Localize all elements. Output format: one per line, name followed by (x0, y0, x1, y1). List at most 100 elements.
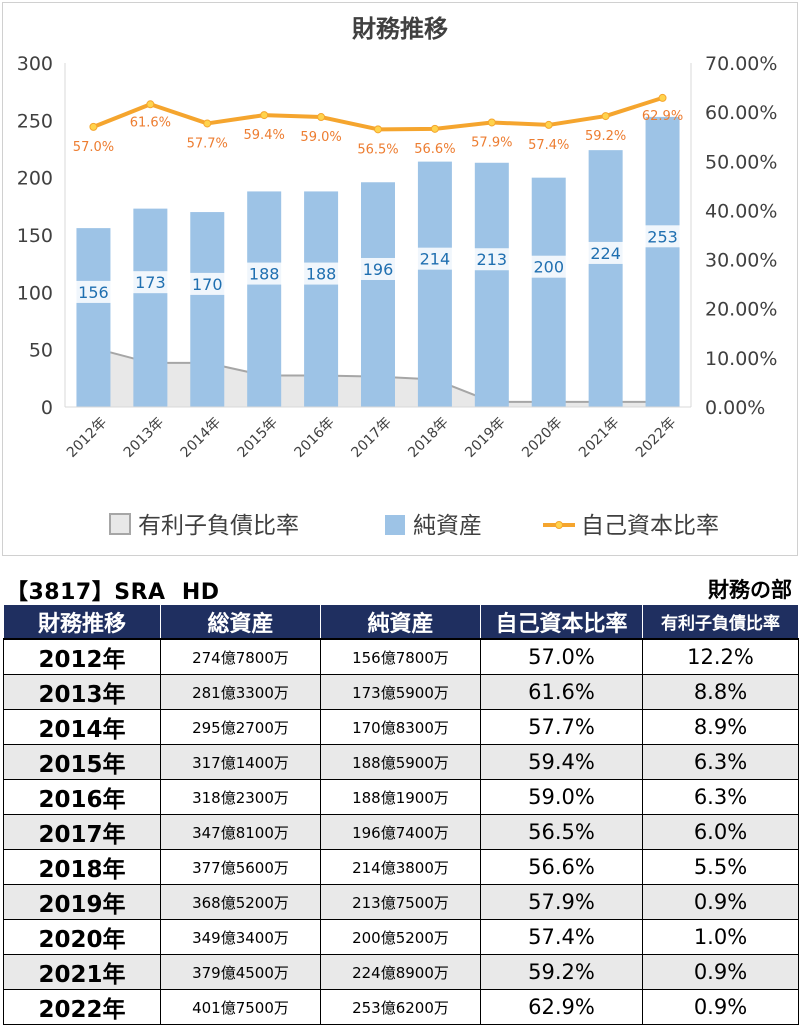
equity-ratio-point (487, 118, 496, 127)
net-assets-data-label: 156 (78, 283, 109, 302)
net-assets-label-bg (585, 241, 626, 264)
row-debt-ratio: 6.0% (642, 814, 799, 850)
equity-ratio-data-label: 57.4% (528, 138, 569, 153)
row-total-assets: 377億5600万 (160, 849, 321, 885)
row-debt-ratio: 5.5% (642, 849, 799, 885)
equity-ratio-point (374, 125, 382, 134)
net-assets-bar (304, 191, 339, 407)
left-axis-tick-label: 150 (17, 225, 53, 247)
equity-ratio-data-label: 61.6% (130, 115, 171, 130)
table-row: 2020年 349億3400万 200億5200万 57.4% 1.0% (3, 919, 799, 955)
x-axis-tick-label: 2014年 (178, 415, 224, 461)
row-debt-ratio: 6.3% (642, 744, 799, 780)
row-net-assets: 170億8300万 (320, 709, 481, 745)
net-assets-data-label: 253 (647, 227, 678, 246)
row-year: 2020年 (3, 919, 161, 955)
header-debt-ratio: 有利子負債比率 (642, 604, 799, 640)
table-row: 2018年 377億5600万 214億3800万 56.6% 5.5% (3, 849, 799, 885)
row-equity-ratio: 57.4% (480, 919, 643, 955)
equity-ratio-point (544, 120, 553, 129)
net-assets-data-label: 224 (590, 244, 621, 263)
row-debt-ratio: 6.3% (642, 779, 799, 815)
row-equity-ratio: 62.9% (480, 989, 643, 1025)
row-total-assets: 317億1400万 (160, 744, 321, 780)
equity-ratio-data-label: 62.9% (642, 109, 683, 124)
row-year: 2013年 (3, 674, 161, 710)
company-title: 【3817】SRA HD (6, 580, 220, 605)
table-row: 2022年 401億7500万 253億6200万 62.9% 0.9% (3, 989, 799, 1025)
right-axis-tick-label: 50.00% (705, 151, 777, 173)
row-year: 2017年 (3, 814, 161, 850)
row-debt-ratio: 0.9% (642, 884, 799, 920)
x-axis-tick-label: 2018年 (405, 415, 451, 461)
legend-net-assets-swatch (385, 515, 405, 535)
right-axis-tick-label: 0.00% (705, 397, 765, 419)
legend-equity-ratio-marker (555, 521, 563, 529)
row-total-assets: 274億7800万 (160, 638, 321, 675)
legend-equity-ratio-label: 自己資本比率 (581, 513, 719, 539)
financial-chart: 財務推移 0 50 100 150 200 250 300 0.00% 10.00% 20.00% 3… (17, 15, 778, 539)
right-axis-tick-label: 20.00% (705, 299, 777, 321)
x-axis-tick-label: 2013年 (121, 415, 167, 461)
net-assets-bar (190, 212, 225, 407)
x-axis-tick-label: 2020年 (519, 415, 565, 461)
row-net-assets: 253億6200万 (320, 989, 481, 1025)
row-equity-ratio: 59.0% (480, 779, 643, 815)
left-axis-tick-label: 0 (41, 397, 53, 419)
equity-ratio-data-label: 59.4% (244, 128, 285, 143)
net-assets-label-bg (414, 247, 455, 270)
row-debt-ratio: 8.9% (642, 709, 799, 745)
table-caption-row: 【3817】SRA HD 財務の部 (0, 574, 800, 605)
header-period: 財務推移 (3, 604, 161, 640)
x-axis-tick-label: 2015年 (235, 415, 281, 461)
net-assets-label-bg (130, 271, 171, 294)
net-assets-data-label: 213 (477, 250, 508, 269)
row-year: 2021年 (3, 954, 161, 990)
section-title: 財務の部 (708, 578, 792, 602)
left-axis-tick-label: 250 (17, 110, 53, 132)
row-equity-ratio: 59.2% (480, 954, 643, 990)
row-equity-ratio: 57.0% (480, 638, 643, 675)
net-assets-bar (417, 161, 452, 407)
row-year: 2016年 (3, 779, 161, 815)
row-net-assets: 196億7400万 (320, 814, 481, 850)
net-assets-label-bg (471, 248, 512, 271)
row-debt-ratio: 8.8% (642, 674, 799, 710)
row-net-assets: 224億8900万 (320, 954, 481, 990)
chart-title: 財務推移 (352, 15, 448, 43)
net-assets-data-label: 196 (363, 260, 394, 279)
equity-ratio-data-label: 59.2% (585, 129, 626, 144)
row-total-assets: 318億2300万 (160, 779, 321, 815)
row-total-assets: 368億5200万 (160, 884, 321, 920)
net-assets-data-label: 173 (135, 273, 166, 292)
row-total-assets: 379億4500万 (160, 954, 321, 990)
net-assets-label-bg (358, 257, 398, 280)
net-assets-bar (133, 208, 168, 407)
row-equity-ratio: 56.5% (480, 814, 643, 850)
net-assets-bar (645, 116, 680, 407)
table-row: 2012年 274億7800万 156億7800万 57.0% 12.2% (3, 638, 799, 675)
table-body: 2012年 274億7800万 156億7800万 57.0% 12.2% 2013年 28… (3, 638, 799, 1025)
net-assets-bar (361, 182, 395, 407)
net-assets-bar (531, 177, 566, 407)
equity-ratio-point (260, 111, 269, 120)
equity-ratio-point (317, 113, 326, 122)
row-debt-ratio: 1.0% (642, 919, 799, 955)
row-year: 2014年 (3, 709, 161, 745)
financial-table: 財務推移 総資産 純資産 自己資本比率 有利子負債比率 2012年 274億780… (3, 604, 799, 1025)
row-year: 2012年 (3, 638, 161, 675)
row-equity-ratio: 59.4% (480, 744, 643, 780)
table-row: 2014年 295億2700万 170億8300万 57.7% 8.9% (3, 709, 799, 745)
equity-ratio-line (92, 95, 664, 132)
net-assets-data-label: 188 (249, 265, 280, 284)
equity-ratio-point (89, 122, 98, 131)
equity-ratio-data-label: 57.0% (73, 140, 114, 155)
row-net-assets: 200億5200万 (320, 919, 481, 955)
row-total-assets: 349億3400万 (160, 919, 321, 955)
row-total-assets: 281億3300万 (160, 674, 321, 710)
net-assets-label-bg (73, 280, 114, 303)
net-assets-bar (247, 191, 282, 407)
net-assets-data-label: 170 (192, 275, 223, 294)
row-net-assets: 173億5900万 (320, 674, 481, 710)
net-assets-label-bg (301, 262, 342, 285)
